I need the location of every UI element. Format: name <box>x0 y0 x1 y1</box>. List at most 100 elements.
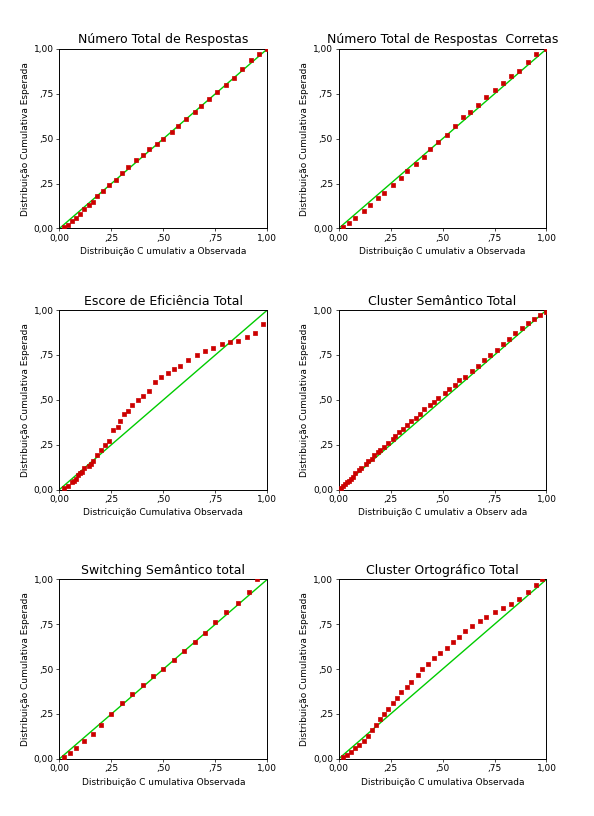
Point <box>450 120 460 133</box>
Point <box>523 55 532 68</box>
Point <box>350 467 360 480</box>
Title: Cluster Ortográfico Total: Cluster Ortográfico Total <box>366 564 519 577</box>
Point <box>258 318 268 331</box>
Point <box>542 305 551 318</box>
Point <box>425 143 435 156</box>
Point <box>492 343 501 356</box>
Point <box>71 211 81 224</box>
Point <box>167 125 176 138</box>
Point <box>473 98 482 111</box>
Point <box>80 202 89 215</box>
Point <box>406 415 416 428</box>
Point <box>336 481 346 494</box>
Point <box>254 48 264 61</box>
Point <box>529 313 539 326</box>
Point <box>244 585 253 598</box>
Point <box>242 330 251 344</box>
Point <box>225 336 235 349</box>
Point <box>338 480 347 493</box>
Point <box>465 105 474 118</box>
Point <box>210 616 220 629</box>
Point <box>489 84 499 97</box>
Point <box>392 691 402 704</box>
Point <box>459 111 468 124</box>
Point <box>485 348 495 361</box>
Point <box>355 738 364 751</box>
Point <box>384 437 393 450</box>
Point <box>204 93 214 106</box>
Point <box>450 379 460 392</box>
Point <box>175 359 185 372</box>
Point <box>75 467 85 480</box>
Point <box>127 399 137 412</box>
Point <box>88 455 97 468</box>
Point <box>192 348 201 361</box>
Point <box>156 370 166 383</box>
Point <box>371 718 381 731</box>
Point <box>489 605 499 619</box>
Point <box>413 668 422 681</box>
Title: Cluster Semântico Total: Cluster Semântico Total <box>368 295 517 308</box>
Point <box>506 69 516 82</box>
Point <box>523 316 532 329</box>
Point <box>246 53 255 66</box>
Point <box>159 132 168 145</box>
Point <box>388 179 397 192</box>
Point <box>124 404 133 417</box>
Point <box>375 444 385 457</box>
Point <box>184 354 193 367</box>
Point <box>429 395 439 408</box>
Point <box>200 345 210 358</box>
Point <box>542 42 551 55</box>
Y-axis label: Distribuição Cumulativa Esperada: Distribuição Cumulativa Esperada <box>21 592 30 746</box>
Point <box>460 625 470 638</box>
Point <box>396 686 406 699</box>
Point <box>380 440 389 453</box>
Point <box>396 171 406 184</box>
Point <box>434 392 443 405</box>
Point <box>442 129 451 142</box>
Point <box>117 166 127 180</box>
Point <box>134 393 143 406</box>
Point <box>80 462 89 475</box>
Point <box>435 646 445 659</box>
Point <box>406 675 416 688</box>
Point <box>514 592 524 605</box>
Point <box>356 462 366 475</box>
Point <box>402 681 412 694</box>
Point <box>361 458 371 471</box>
Point <box>169 363 178 376</box>
Point <box>152 138 162 151</box>
Point <box>96 444 106 457</box>
Point <box>442 641 451 654</box>
Point <box>429 652 439 665</box>
Point <box>233 334 243 347</box>
Point <box>467 619 476 632</box>
Point <box>359 204 368 217</box>
Point <box>504 332 514 345</box>
Point <box>263 42 272 55</box>
Y-axis label: Distribuição Cumulativa Esperada: Distribuição Cumulativa Esperada <box>21 62 30 215</box>
Point <box>448 636 457 649</box>
Point <box>189 105 199 118</box>
Point <box>67 476 77 489</box>
Point <box>238 62 247 75</box>
Point <box>159 663 168 676</box>
Title: Switching Semântico total: Switching Semântico total <box>81 564 245 577</box>
Point <box>59 481 68 494</box>
Point <box>380 186 389 199</box>
Point <box>523 585 532 598</box>
Point <box>233 596 243 610</box>
Point <box>394 426 404 439</box>
Point <box>367 453 377 466</box>
Point <box>75 207 85 220</box>
Point <box>105 435 114 448</box>
Point <box>88 195 97 208</box>
Point <box>350 211 360 224</box>
Point <box>59 751 68 764</box>
Point <box>359 734 368 747</box>
Point <box>425 399 435 412</box>
Point <box>84 198 93 211</box>
Point <box>63 480 72 493</box>
Point <box>150 375 160 388</box>
